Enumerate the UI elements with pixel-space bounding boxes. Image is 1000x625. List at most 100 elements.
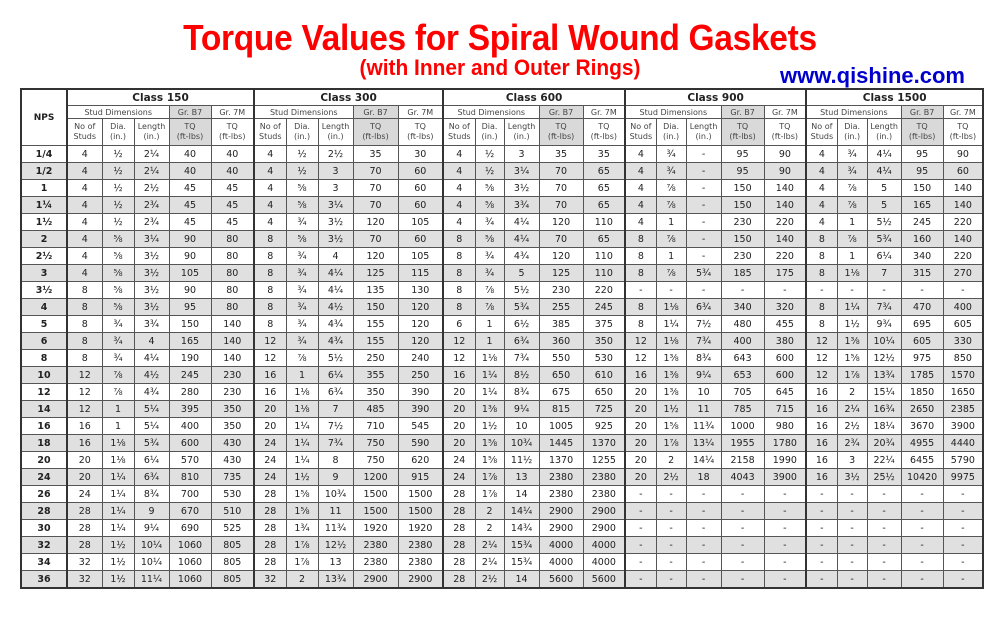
c300-dia-cell: ⅝	[285, 179, 319, 197]
c300-length-cell: 10¾	[317, 485, 354, 503]
c1500-tq-b7-cell: 3670	[900, 417, 944, 435]
c600-dia-cell: ¾	[474, 264, 505, 282]
c150-dia-cell: 1½	[101, 536, 135, 554]
c300-dia-cell: 1⅛	[285, 383, 319, 401]
c300-tq-tm-cell: 1920	[397, 519, 444, 537]
c600-dia-cell: ½	[474, 145, 505, 163]
c600-length-cell: 5	[503, 264, 540, 282]
c600-length-cell: 15¾	[503, 536, 540, 554]
c300-studs-cell: 8	[253, 315, 287, 333]
c300-tq-b7-cell: 350	[352, 383, 399, 401]
c600-tq-tm-cell: 350	[582, 332, 626, 350]
c900-studs-cell: 4	[624, 213, 657, 231]
c300-dia-cell: 1¾	[285, 519, 319, 537]
website-link[interactable]: www.qishine.com	[780, 63, 965, 88]
c1500-tq-b7-cell: 315	[900, 264, 944, 282]
c150-studs-cell: 12	[66, 366, 103, 384]
c900-studs-cell: 16	[624, 366, 657, 384]
c1500-length-cell: 7¾	[866, 298, 902, 316]
c300-tq-b7-cell: 710	[352, 417, 399, 435]
c900-studs-cell: -	[624, 502, 657, 520]
c150-studs-cell: 4	[66, 230, 103, 248]
c900-studs-cell: 20	[624, 400, 657, 418]
c150-dia-cell: ⅝	[101, 264, 135, 282]
c1500-dia-cell: ⅞	[836, 196, 868, 214]
c900-length-cell: -	[685, 179, 722, 197]
c150-tq-tm-cell: 80	[210, 281, 255, 299]
c150-length-cell: 3½	[133, 298, 170, 316]
c600-tq-tm-cell: 65	[582, 230, 626, 248]
c150-tq-tm-cell: 80	[210, 230, 255, 248]
c900-studs-cell: -	[624, 570, 657, 589]
c150-length-cell: 9¼	[133, 519, 170, 537]
c900-tq-b7-cell: -	[720, 485, 765, 503]
c300-studs-cell: 4	[253, 179, 287, 197]
c1500-tq-b7-cell: 1850	[900, 383, 944, 401]
c900-studs-cell: 20	[624, 383, 657, 401]
c150-studs-cell: 8	[66, 281, 103, 299]
c1500-tq-tm-cell: 140	[942, 230, 984, 248]
c600-tq-b7-cell: 230	[538, 281, 584, 299]
c900-length-cell: -	[685, 281, 722, 299]
c600-tq-tm-cell: 65	[582, 162, 626, 180]
c300-tq-b7-cell: 1500	[352, 502, 399, 520]
nps-cell: 30	[20, 519, 68, 537]
c900-tq-tm-cell: -	[763, 536, 807, 554]
c900-dia-cell: ⅞	[655, 264, 687, 282]
nps-cell: 10	[20, 366, 68, 384]
c150-studs-cell: 28	[66, 536, 103, 554]
c300-length-cell: 4½	[317, 298, 354, 316]
c600-studs-cell: 8	[442, 264, 476, 282]
c600-length-cell: 6½	[503, 315, 540, 333]
c1500-length-cell: -	[866, 281, 902, 299]
c900-tq-b7-cell: -	[720, 519, 765, 537]
c150-length-cell: 6¾	[133, 468, 170, 486]
c1500-length-cell: 15¼	[866, 383, 902, 401]
nps-cell: 8	[20, 349, 68, 367]
c300-tq-tm-cell: 2380	[397, 553, 444, 571]
c1500-tq-tm-cell: 400	[942, 298, 984, 316]
c300-tq-tm-cell: 105	[397, 213, 444, 231]
c600-studs-cell: 28	[442, 485, 476, 503]
c300-tq-b7-cell: 155	[352, 332, 399, 350]
c600-tq-b7-cell: 815	[538, 400, 584, 418]
c300-length-cell: 3	[317, 162, 354, 180]
c900-dia-cell: 1⅜	[655, 349, 687, 367]
c150-tq-tm-cell: 80	[210, 247, 255, 265]
c600-tq-b7-cell: 4000	[538, 553, 584, 571]
c600-dia-cell: ⅝	[474, 196, 505, 214]
c300-dia-cell: ½	[285, 145, 319, 163]
c300-dia-cell: ⅝	[285, 230, 319, 248]
c300-tq-b7-cell: 150	[352, 298, 399, 316]
c150-dia-cell: 1¼	[101, 468, 135, 486]
torque-table: NPS Class 150 Class 300 Class 600 Class 900 C…	[20, 88, 985, 589]
c300-length-cell: 3½	[317, 213, 354, 231]
c900-length-cell: -	[685, 502, 722, 520]
c900-dia-cell: ¾	[655, 145, 687, 163]
c600-dia-cell: 2½	[474, 570, 505, 589]
c1500-tq-b7-cell: 150	[900, 179, 944, 197]
c600-tq-b7-cell: 125	[538, 264, 584, 282]
c150-tq-b7-cell: 165	[168, 332, 212, 350]
stud-dimensions-header: Stud Dimensions	[805, 105, 902, 119]
c600-tq-b7-cell: 5600	[538, 570, 584, 589]
c1500-length-cell: 10¼	[866, 332, 902, 350]
c900-length-cell: 7½	[685, 315, 722, 333]
c900-tq-b7-cell: 230	[720, 247, 765, 265]
c150-tq-b7-cell: 150	[168, 315, 212, 333]
dia-header: Dia. (in.)	[101, 118, 135, 146]
nps-cell: 4	[20, 298, 68, 316]
c300-dia-cell: ¾	[285, 315, 319, 333]
c300-tq-tm-cell: 2380	[397, 536, 444, 554]
c900-dia-cell: -	[655, 519, 687, 537]
c300-tq-tm-cell: 115	[397, 264, 444, 282]
c150-length-cell: 10¼	[133, 553, 170, 571]
c1500-length-cell: 18¼	[866, 417, 902, 435]
table-row: 4 8 ⅝ 3½ 95 80 8 ¾ 4½ 150 120 8 ⅞ 5¾ 255 245 8 1⅛ 6¾ 340 320…	[20, 298, 984, 316]
c150-dia-cell: ⅝	[101, 230, 135, 248]
c600-dia-cell: 2	[474, 519, 505, 537]
c900-studs-cell: 20	[624, 434, 657, 452]
c300-dia-cell: ¾	[285, 332, 319, 350]
c1500-dia-cell: -	[836, 502, 868, 520]
c1500-length-cell: 6¼	[866, 247, 902, 265]
